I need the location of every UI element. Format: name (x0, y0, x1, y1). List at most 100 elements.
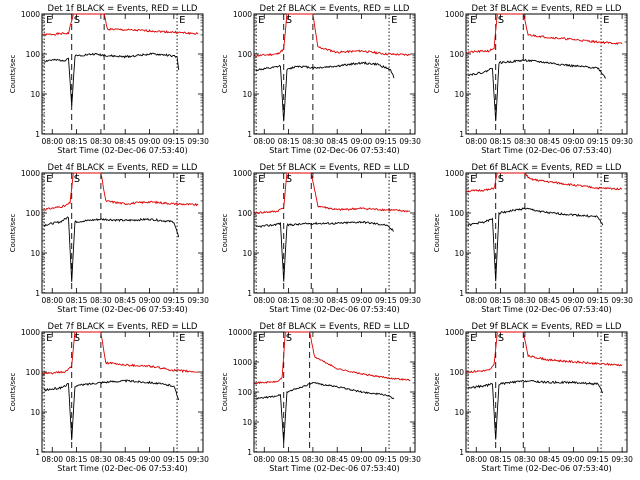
y-tick-label: 1 (35, 130, 40, 139)
marker-label: E (46, 174, 52, 185)
x-tick-label: 08:00 (41, 296, 63, 305)
y-tick-label: 1 (459, 289, 464, 298)
x-tick-label: 08:30 (90, 455, 112, 464)
panel-det-5: Det 5f BLACK = Events, RED = LLD 1 10 100 10… (221, 163, 421, 314)
plot-frame (465, 13, 628, 135)
panel-title: Det 8f BLACK = Events, RED = LLD (260, 322, 410, 332)
panel-det-9: Det 9f BLACK = Events, RED = LLD 1 10 100 10… (433, 322, 633, 473)
panel-title: Det 5f BLACK = Events, RED = LLD (260, 163, 410, 173)
y-tick-label: 10 (242, 90, 252, 99)
y-tick-label: 10000 (228, 328, 252, 337)
x-tick-label: 08:15 (490, 137, 512, 146)
x-tick-label: 08:45 (114, 455, 136, 464)
marker-label: E (179, 174, 185, 185)
plot-frame (253, 13, 416, 135)
x-tick-label: 08:45 (538, 455, 560, 464)
series-lld (466, 331, 623, 374)
y-axis-label: Counts/sec (433, 55, 441, 94)
marker-label: S (498, 15, 504, 26)
x-tick-label: 09:00 (351, 455, 373, 464)
plot-frame (253, 331, 416, 453)
x-tick-label: 08:00 (253, 296, 275, 305)
x-tick-label: 09:15 (375, 296, 397, 305)
x-tick-label: 08:45 (114, 137, 136, 146)
y-tick-label: 100 (238, 209, 253, 218)
series-events (43, 379, 180, 441)
y-tick-label: 1000 (21, 328, 40, 337)
series-lld (466, 13, 623, 54)
x-axis-label: Start Time (02-Dec-06 07:53:40) (57, 464, 188, 473)
y-tick-label: 100 (450, 209, 465, 218)
x-tick-label: 09:15 (163, 455, 185, 464)
x-tick-label: 08:00 (253, 455, 275, 464)
y-tick-label: 10 (30, 90, 40, 99)
x-tick-label: 09:30 (611, 137, 633, 146)
y-tick-label: 100 (26, 368, 41, 377)
marker-label: E (258, 174, 264, 185)
panel-det-1: Det 1f BLACK = Events, RED = LLD 1 10 100 10… (9, 4, 209, 155)
series-events (43, 216, 180, 282)
marker-label: S (74, 15, 80, 26)
panel-title: Det 4f BLACK = Events, RED = LLD (48, 163, 198, 173)
x-tick-label: 09:30 (611, 296, 633, 305)
y-axis-label: Counts/sec (221, 214, 229, 253)
series-events (255, 61, 395, 122)
plot-frame (41, 172, 204, 294)
y-tick-label: 1000 (445, 328, 464, 337)
y-tick-label: 1 (247, 448, 252, 457)
x-axis-label: Start Time (02-Dec-06 07:53:40) (481, 146, 612, 155)
x-tick-label: 09:00 (139, 137, 161, 146)
x-tick-label: 08:30 (514, 137, 536, 146)
x-tick-label: 08:45 (538, 296, 560, 305)
x-axis-label: Start Time (02-Dec-06 07:53:40) (269, 146, 400, 155)
x-tick-label: 09:00 (563, 455, 585, 464)
marker-label: E (391, 174, 397, 185)
series-lld (466, 172, 623, 193)
panel-det-8: Det 8f BLACK = Events, RED = LLD 1 10 100 10… (221, 322, 421, 473)
panel-title: Det 1f BLACK = Events, RED = LLD (48, 4, 198, 14)
y-tick-label: 100 (450, 368, 465, 377)
y-tick-label: 1 (247, 289, 252, 298)
x-tick-label: 09:30 (399, 455, 421, 464)
x-tick-label: 08:45 (326, 455, 348, 464)
y-tick-label: 100 (238, 388, 253, 397)
panel-title: Det 2f BLACK = Events, RED = LLD (260, 4, 410, 14)
x-tick-label: 09:00 (139, 455, 161, 464)
y-tick-label: 100 (238, 50, 253, 59)
x-tick-label: 09:00 (351, 137, 373, 146)
x-tick-label: 09:30 (187, 137, 209, 146)
marker-label: S (286, 333, 292, 344)
y-tick-label: 1000 (233, 358, 252, 367)
x-axis-label: Start Time (02-Dec-06 07:53:40) (57, 305, 188, 314)
x-tick-label: 08:45 (538, 137, 560, 146)
marker-label: S (74, 174, 80, 185)
panel-det-4: Det 4f BLACK = Events, RED = LLD 1 10 100 10… (9, 163, 209, 314)
series-events (256, 381, 395, 443)
marker-label: E (258, 333, 264, 344)
x-tick-label: 08:30 (90, 137, 112, 146)
plot-frame (41, 331, 204, 453)
x-tick-label: 08:45 (326, 296, 348, 305)
x-tick-label: 09:30 (187, 296, 209, 305)
x-tick-label: 08:00 (253, 137, 275, 146)
y-tick-label: 1000 (445, 169, 464, 178)
series-events (468, 58, 607, 122)
series-lld (254, 331, 411, 385)
plot-frame (465, 331, 628, 453)
y-tick-label: 1000 (21, 169, 40, 178)
x-tick-label: 08:45 (326, 137, 348, 146)
marker-label: S (286, 15, 292, 26)
x-tick-label: 09:15 (587, 137, 609, 146)
x-tick-label: 08:15 (278, 296, 300, 305)
y-tick-label: 1 (35, 289, 40, 298)
marker-label: S (74, 333, 80, 344)
y-axis-label: Counts/sec (433, 214, 441, 253)
y-tick-label: 100 (26, 209, 41, 218)
marker-label: E (258, 15, 264, 26)
y-axis-label: Counts/sec (9, 214, 17, 253)
y-tick-label: 10 (454, 249, 464, 258)
series-events (44, 52, 180, 106)
x-tick-label: 08:15 (66, 296, 88, 305)
marker-label: S (498, 174, 504, 185)
series-lld (42, 13, 199, 37)
